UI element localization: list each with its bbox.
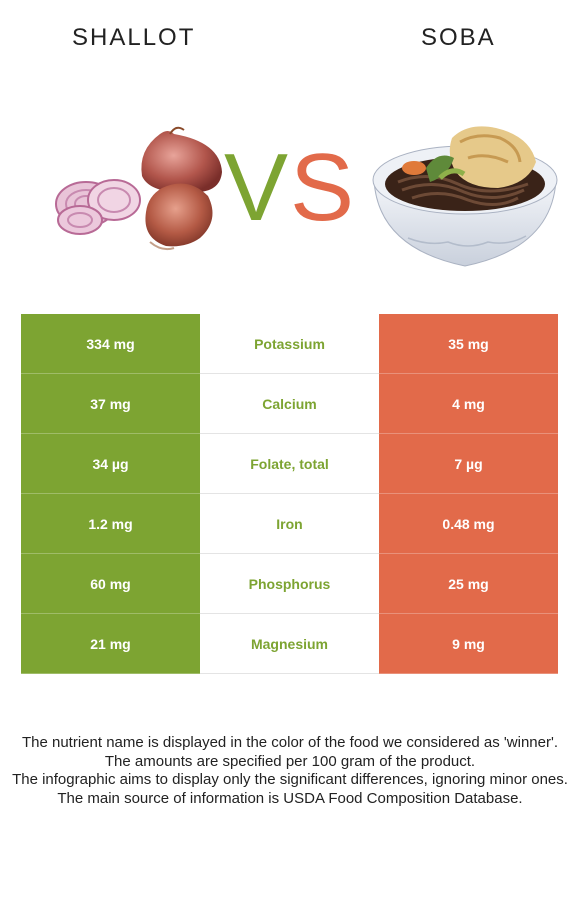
table-row: 21 mg Magnesium 9 mg (21, 613, 558, 674)
left-food-title: SHALLOT (72, 24, 196, 51)
right-value: 35 mg (379, 314, 558, 374)
nutrient-name: Phosphorus (200, 553, 379, 614)
nutrient-name: Folate, total (200, 433, 379, 494)
left-value: 60 mg (21, 553, 200, 614)
footnotes: The nutrient name is displayed in the co… (12, 734, 568, 808)
nutrient-comparison-table: 334 mg Potassium 35 mg 37 mg Calcium 4 m… (21, 314, 558, 674)
vs-v-letter: V (224, 140, 288, 230)
table-row: 60 mg Phosphorus 25 mg (21, 553, 558, 614)
right-food-title: SOBA (421, 24, 496, 51)
footnote: The main source of information is USDA F… (57, 789, 523, 807)
nutrient-name: Magnesium (200, 613, 379, 674)
left-value: 34 µg (21, 433, 200, 494)
table-row: 37 mg Calcium 4 mg (21, 373, 558, 434)
right-value: 9 mg (379, 613, 558, 674)
vs-label: V S (222, 134, 354, 241)
nutrient-name: Calcium (200, 373, 379, 434)
shallot-image (50, 120, 230, 260)
left-value: 37 mg (21, 373, 200, 434)
left-value: 1.2 mg (21, 493, 200, 554)
table-row: 334 mg Potassium 35 mg (21, 314, 558, 374)
footnote: The infographic aims to display only the… (12, 771, 568, 788)
soba-image (368, 118, 562, 272)
right-value: 7 µg (379, 433, 558, 494)
footnote: The amounts are specified per 100 gram o… (104, 752, 476, 770)
table-row: 34 µg Folate, total 7 µg (21, 433, 558, 494)
right-value: 4 mg (379, 373, 558, 434)
right-value: 25 mg (379, 553, 558, 614)
nutrient-name: Potassium (200, 314, 379, 374)
left-value: 21 mg (21, 613, 200, 674)
nutrient-name: Iron (200, 493, 379, 554)
vs-s-letter: S (290, 140, 352, 230)
table-row: 1.2 mg Iron 0.48 mg (21, 493, 558, 554)
right-value: 0.48 mg (379, 493, 558, 554)
left-value: 334 mg (21, 314, 200, 374)
footnote: The nutrient name is displayed in the co… (21, 734, 559, 751)
